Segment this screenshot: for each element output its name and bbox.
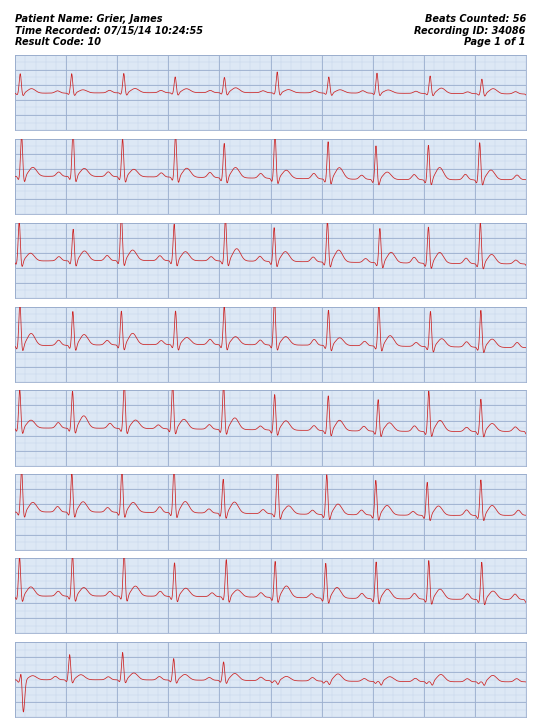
Text: Time Recorded: 07/15/14 10:24:55: Time Recorded: 07/15/14 10:24:55 <box>15 26 203 36</box>
Text: Beats Counted: 56: Beats Counted: 56 <box>425 14 526 25</box>
Text: Result Code: 10: Result Code: 10 <box>15 37 101 48</box>
Text: Page 1 of 1: Page 1 of 1 <box>465 37 526 48</box>
Text: Patient Name: Grier, James: Patient Name: Grier, James <box>15 14 163 25</box>
Text: Recording ID: 34086: Recording ID: 34086 <box>414 26 526 36</box>
